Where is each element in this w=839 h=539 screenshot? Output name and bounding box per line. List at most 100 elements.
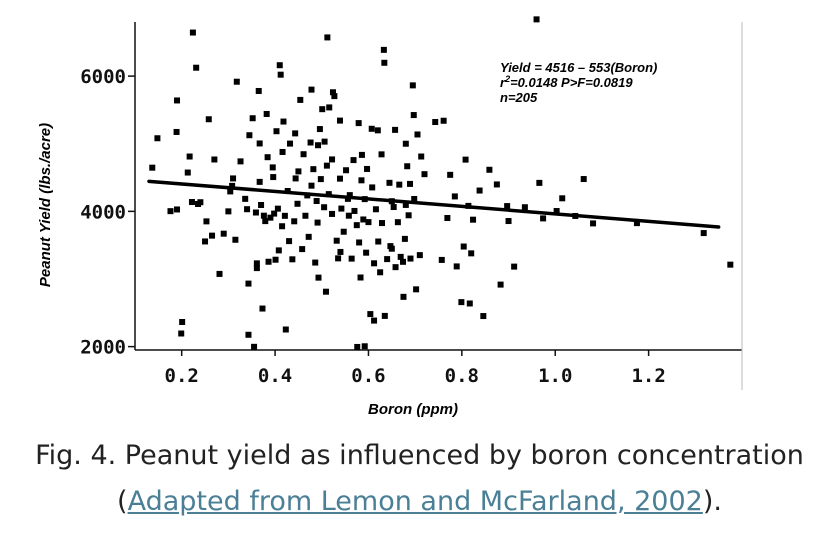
data-point	[154, 135, 161, 142]
data-point	[348, 255, 355, 262]
data-point	[246, 132, 253, 139]
data-point	[329, 156, 336, 163]
annotation-r: r	[500, 75, 506, 90]
data-point	[265, 258, 272, 265]
data-point	[308, 182, 315, 189]
data-point	[444, 214, 451, 221]
data-point	[277, 71, 284, 78]
data-point	[458, 299, 465, 306]
data-point	[374, 127, 381, 134]
data-point	[493, 181, 500, 188]
figure-source: (Adapted from Lemon and McFarland, 2002)…	[0, 486, 839, 517]
data-point	[377, 269, 384, 276]
data-point	[351, 207, 358, 214]
data-point	[279, 223, 286, 230]
data-point	[256, 140, 263, 147]
data-point	[540, 215, 547, 222]
data-point	[259, 305, 266, 312]
data-point	[392, 264, 399, 271]
data-point	[580, 176, 587, 183]
data-point	[451, 193, 458, 200]
data-point	[414, 131, 421, 138]
data-point	[276, 62, 283, 69]
data-point	[504, 203, 511, 210]
data-point	[289, 256, 296, 263]
data-point	[559, 195, 566, 202]
data-point	[476, 187, 483, 194]
data-point	[292, 130, 299, 137]
data-point	[256, 178, 263, 185]
data-point	[390, 204, 397, 211]
data-point	[188, 199, 195, 206]
data-point	[354, 343, 361, 350]
regression-line	[147, 179, 721, 229]
data-point	[251, 343, 258, 350]
data-point	[358, 151, 365, 158]
data-point	[227, 188, 234, 195]
data-point	[333, 237, 340, 244]
data-point	[322, 288, 329, 295]
data-point	[331, 93, 338, 100]
data-point	[438, 256, 445, 263]
data-point	[413, 286, 420, 293]
data-point	[337, 248, 344, 255]
data-point	[315, 142, 322, 149]
x-tick-label: 0.6	[351, 365, 385, 387]
data-point	[497, 281, 504, 288]
data-point	[404, 163, 411, 170]
data-point	[323, 162, 330, 169]
data-point	[361, 343, 368, 350]
data-point	[375, 238, 382, 245]
source-link[interactable]: Adapted from Lemon and McFarland, 2002	[127, 486, 703, 517]
data-point	[287, 140, 294, 147]
data-point	[453, 263, 460, 270]
data-point	[282, 326, 289, 333]
annotation-stats-rest: =0.0148 P>F=0.0819	[510, 75, 633, 90]
data-point	[407, 180, 414, 187]
data-point	[300, 151, 307, 158]
data-point	[700, 230, 707, 237]
data-point	[253, 260, 260, 267]
data-point	[536, 179, 543, 186]
data-point	[511, 263, 518, 270]
data-point	[409, 82, 416, 89]
data-point	[271, 210, 278, 217]
data-point	[480, 313, 487, 320]
data-point	[392, 126, 399, 133]
data-point	[369, 184, 376, 191]
data-point	[193, 64, 200, 71]
data-point	[418, 153, 425, 160]
data-point	[258, 202, 265, 209]
data-point	[350, 157, 357, 164]
data-point	[356, 239, 363, 246]
data-point	[365, 219, 372, 226]
data-point	[400, 258, 407, 265]
data-point	[364, 165, 371, 172]
data-point	[209, 232, 216, 239]
data-point	[253, 265, 260, 272]
x-tick-label: 0.2	[165, 365, 199, 387]
data-point	[273, 128, 280, 135]
data-point	[329, 89, 336, 96]
data-point	[291, 218, 298, 225]
data-point	[249, 115, 256, 122]
data-point	[232, 236, 239, 243]
data-point	[316, 126, 323, 133]
data-point	[245, 331, 252, 338]
data-point	[468, 250, 475, 257]
data-point	[633, 220, 640, 227]
y-axis-label: Peanut Yield (lbs./acre)	[37, 123, 54, 287]
data-point	[368, 125, 375, 132]
data-point	[173, 128, 180, 135]
data-point	[590, 220, 597, 227]
data-point	[329, 210, 336, 217]
data-point	[358, 177, 365, 184]
scatter-chart: 0.2 0.4 0.6 0.8 1.0 1.2 2000 4000 6000 Yield = 4…	[37, 16, 743, 418]
data-point	[380, 46, 387, 53]
data-point	[321, 138, 328, 145]
data-point	[367, 311, 374, 318]
data-point	[149, 164, 156, 171]
data-point	[340, 228, 347, 235]
data-point	[405, 212, 412, 219]
x-tick-label: 1.2	[631, 365, 665, 387]
